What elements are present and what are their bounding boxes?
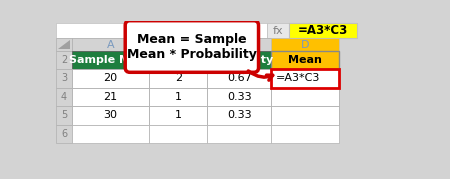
Text: A: A <box>107 40 114 50</box>
Text: 30: 30 <box>104 110 117 120</box>
Text: Mean = Sample
Mean * Probability: Mean = Sample Mean * Probability <box>127 33 257 61</box>
Text: B: B <box>175 40 182 50</box>
Text: 0.33: 0.33 <box>227 92 252 102</box>
Text: 1: 1 <box>175 92 182 102</box>
Bar <box>56 125 72 143</box>
Text: 3: 3 <box>61 73 67 83</box>
Text: 2: 2 <box>175 73 182 83</box>
Text: 1: 1 <box>175 110 182 120</box>
Bar <box>267 23 289 38</box>
Bar <box>149 38 207 51</box>
Text: Mean: Mean <box>288 55 322 65</box>
Text: C: C <box>235 40 243 50</box>
Text: 0.33: 0.33 <box>227 110 252 120</box>
Bar <box>56 106 72 125</box>
Text: 21: 21 <box>104 92 117 102</box>
Bar <box>149 88 207 106</box>
Text: =A3*C3: =A3*C3 <box>275 73 320 83</box>
Bar <box>271 51 339 69</box>
Bar <box>207 88 271 106</box>
Bar <box>271 88 339 106</box>
Bar <box>207 125 271 143</box>
FancyBboxPatch shape <box>125 21 258 72</box>
Text: fx: fx <box>273 26 283 36</box>
Bar <box>56 38 72 51</box>
Bar <box>149 51 207 69</box>
Text: 0.67: 0.67 <box>227 73 252 83</box>
Bar <box>149 125 207 143</box>
Polygon shape <box>58 40 70 49</box>
Bar <box>271 69 339 88</box>
Bar <box>72 38 149 51</box>
Bar <box>289 23 357 38</box>
Bar <box>56 23 267 38</box>
Bar <box>149 69 207 88</box>
Bar <box>72 51 149 69</box>
Text: 20: 20 <box>104 73 117 83</box>
Text: 6: 6 <box>61 129 67 139</box>
Text: 2: 2 <box>61 55 67 65</box>
Text: Probability: Probability <box>205 55 273 65</box>
Text: =A3*C3: =A3*C3 <box>298 24 348 37</box>
Bar <box>72 106 149 125</box>
Bar <box>56 88 72 106</box>
Text: Sample Mean: Sample Mean <box>68 55 153 65</box>
Text: 5: 5 <box>61 110 67 120</box>
Bar <box>72 125 149 143</box>
Bar <box>271 38 339 51</box>
Bar <box>207 38 271 51</box>
Text: Frequency: Frequency <box>146 55 211 65</box>
Bar <box>72 88 149 106</box>
Bar <box>207 106 271 125</box>
Bar <box>56 51 72 69</box>
Text: D: D <box>301 40 309 50</box>
Bar <box>271 106 339 125</box>
Bar <box>271 125 339 143</box>
Bar <box>207 69 271 88</box>
Text: 4: 4 <box>61 92 67 102</box>
Bar <box>207 51 271 69</box>
Bar <box>72 69 149 88</box>
Bar <box>56 69 72 88</box>
Bar <box>149 106 207 125</box>
